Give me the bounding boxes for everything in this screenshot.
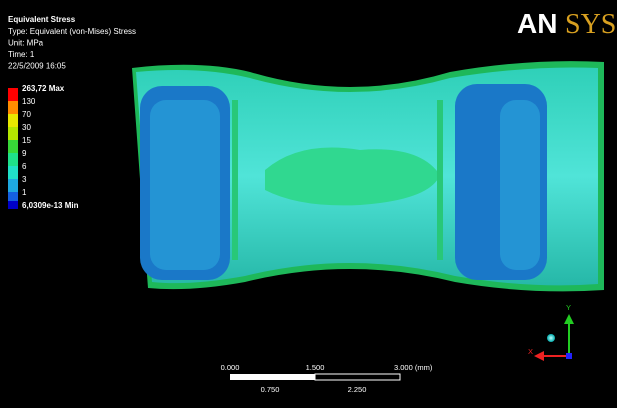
scale-bar-segment (315, 374, 400, 380)
legend-swatch (8, 201, 18, 209)
y-label: Y (566, 303, 571, 312)
legend-swatch (8, 101, 18, 114)
legend-label: 6,0309e-13 Min (22, 201, 79, 210)
left-grip-inner (150, 100, 220, 270)
logo-sys: SYS (565, 9, 616, 40)
legend-swatch (8, 114, 18, 127)
legend-swatch (8, 153, 18, 166)
model (132, 61, 604, 291)
legend-swatch (8, 88, 18, 101)
legend-swatch (8, 140, 18, 153)
page: Equivalent Stress Type: Equivalent (von-… (0, 0, 617, 408)
title: Equivalent Stress (8, 15, 76, 24)
scale-label: 0.750 (261, 385, 280, 394)
z-axis (566, 353, 572, 359)
header-line: Type: Equivalent (von-Mises) Stress (8, 27, 136, 36)
legend-swatch (8, 166, 18, 179)
legend-label: 130 (22, 97, 36, 106)
header-line: Unit: MPa (8, 39, 44, 48)
legend-label: 30 (22, 123, 31, 132)
legend-label: 263,72 Max (22, 84, 65, 93)
triad-sphere (547, 334, 555, 342)
legend-label: 6 (22, 162, 27, 171)
scale-label: 3.000 (mm) (394, 363, 433, 372)
scale-label: 1.500 (306, 363, 325, 372)
legend-label: 15 (22, 136, 31, 145)
scale-label: 0.000 (221, 363, 240, 372)
right-grip-inner (500, 100, 540, 270)
logo-an: AN (517, 8, 557, 39)
legend-label: 9 (22, 149, 27, 158)
scale-bar-segment (230, 374, 315, 380)
x-label: X (528, 347, 533, 356)
viewport: Equivalent Stress Type: Equivalent (von-… (0, 0, 617, 408)
legend-label: 3 (22, 175, 27, 184)
legend-label: 70 (22, 110, 31, 119)
legend-swatch (8, 127, 18, 140)
header-line: Time: 1 (8, 50, 35, 59)
legend-swatch (8, 179, 18, 192)
scale-label: 2.250 (348, 385, 367, 394)
header-line: 22/5/2009 16:05 (8, 62, 66, 71)
legend-label: 1 (22, 188, 27, 197)
